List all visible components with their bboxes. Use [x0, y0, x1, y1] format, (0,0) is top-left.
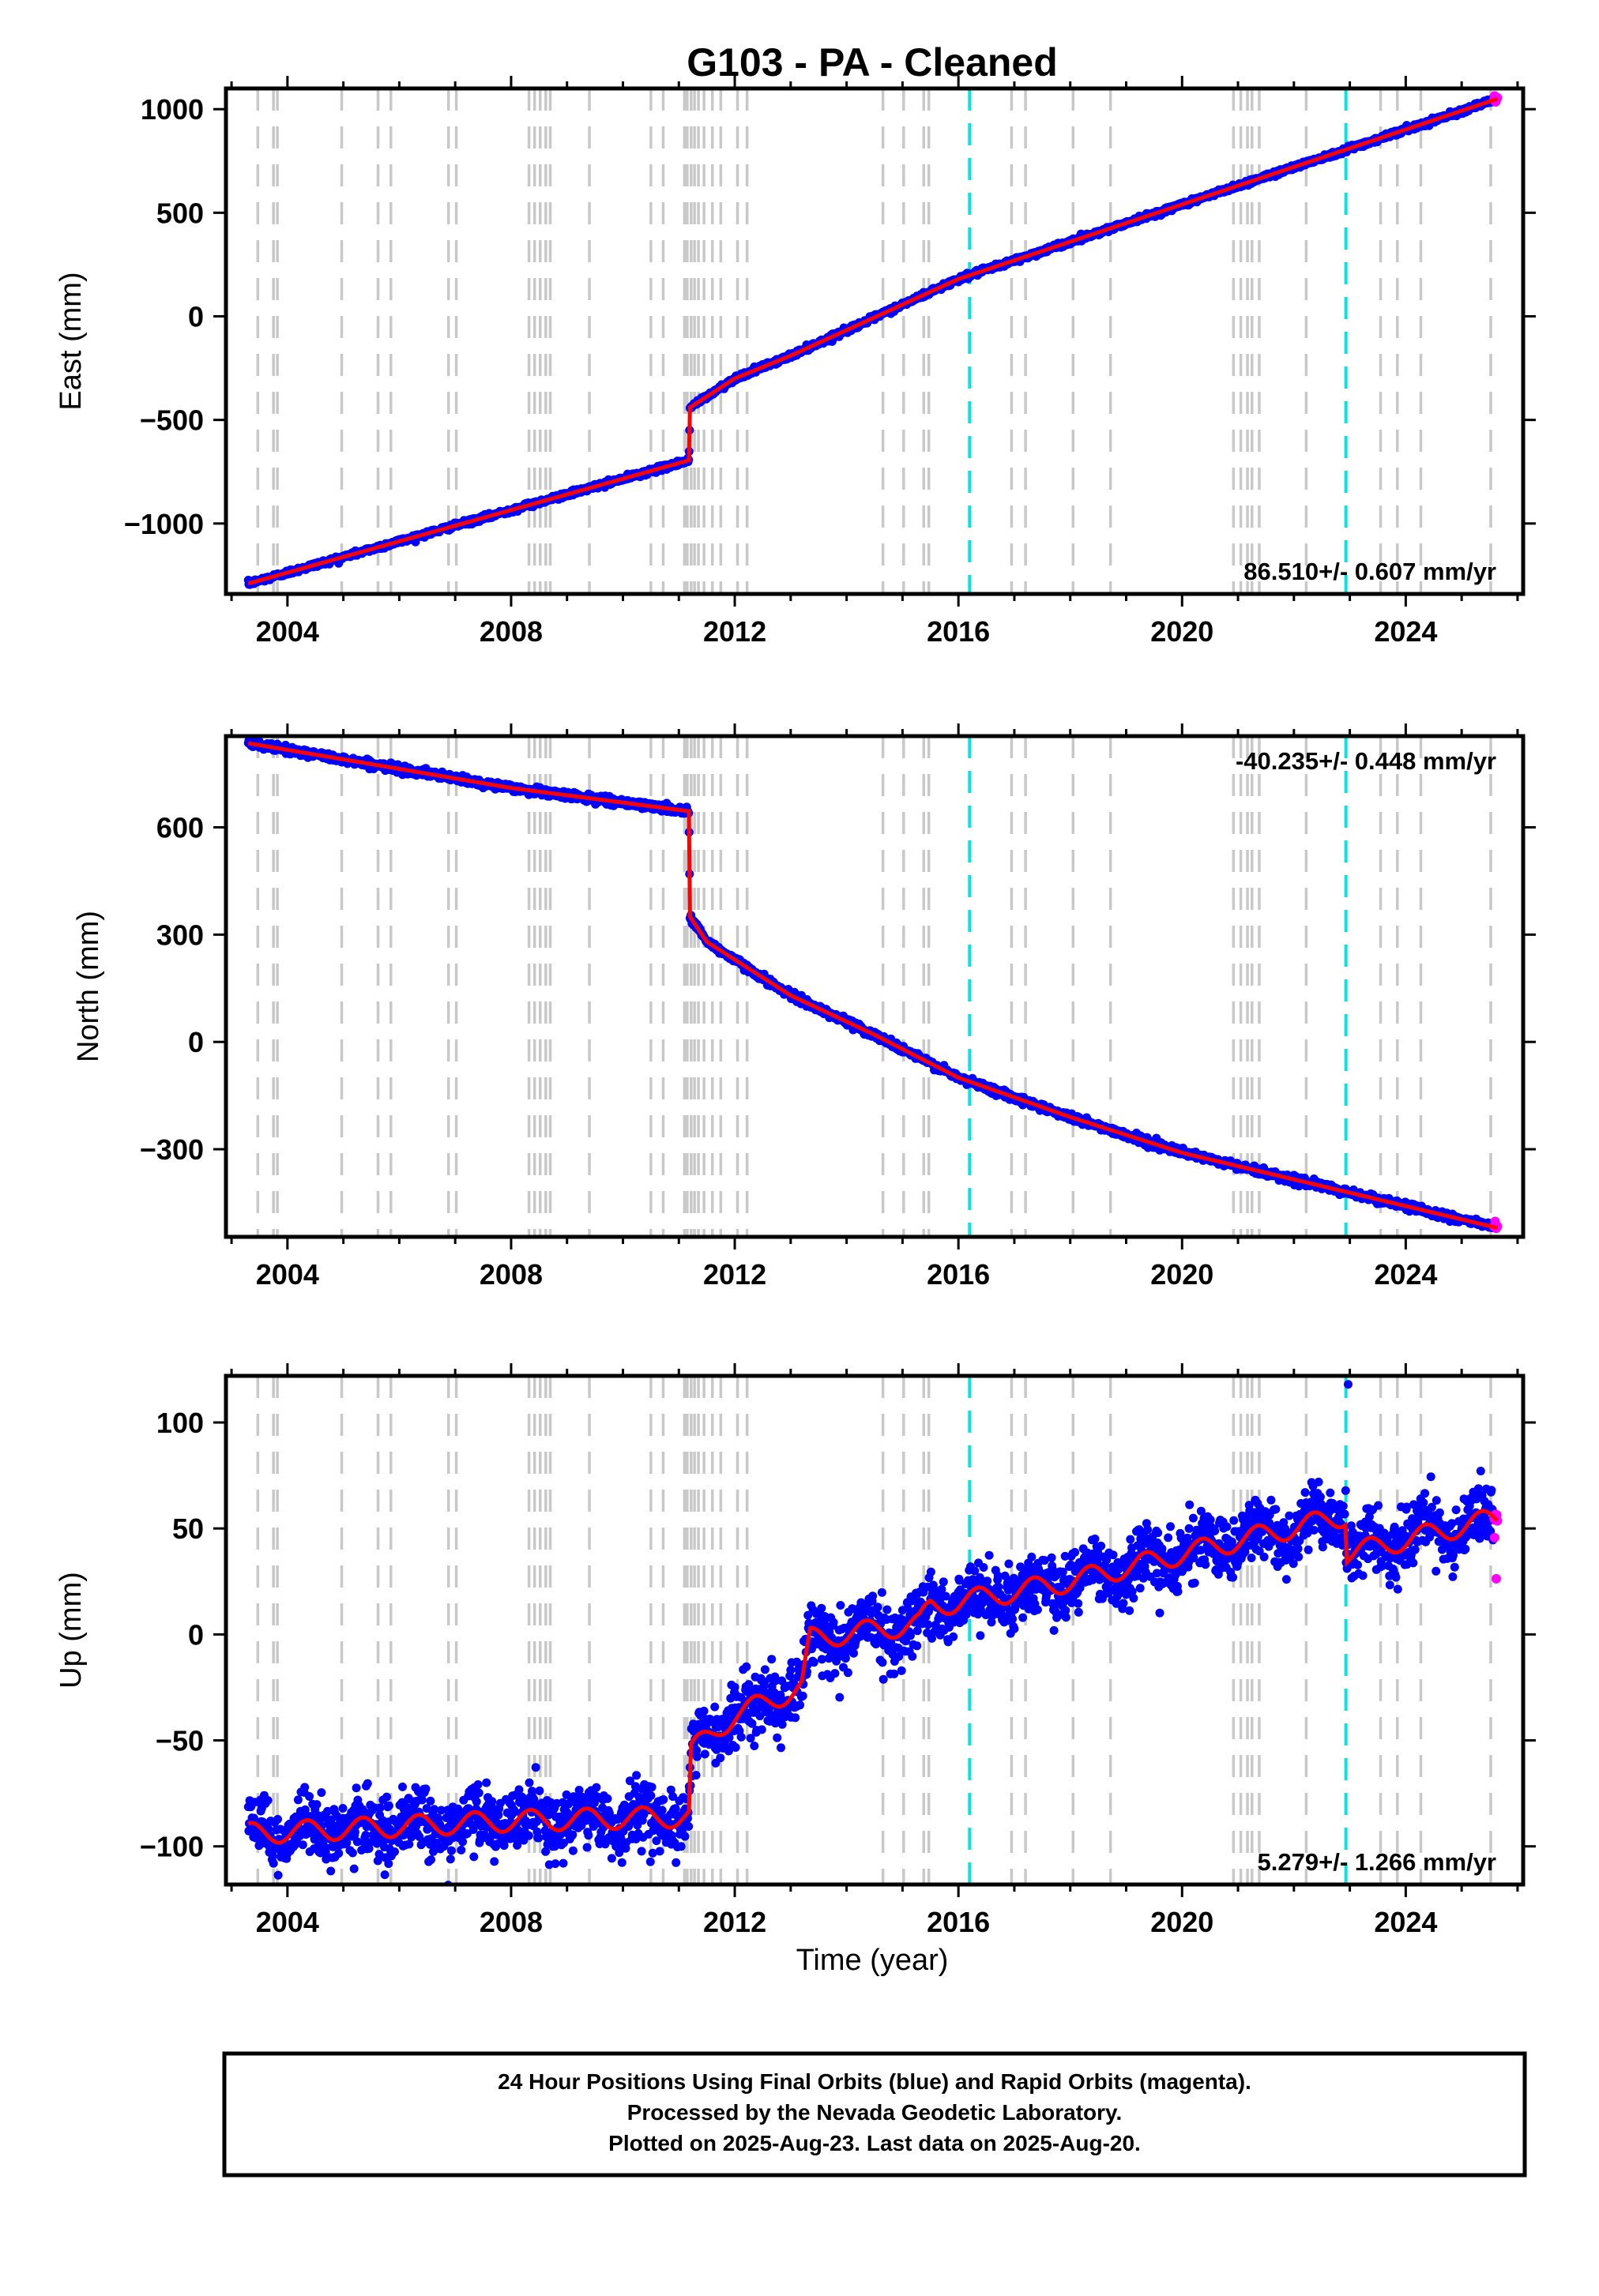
x-tick-label: 2016: [927, 615, 990, 648]
y-tick-label: 1000: [141, 93, 204, 126]
y-tick-label: 0: [188, 301, 204, 333]
panels: −1000 −500 0 500 1000 2004 2008 2012 2016 2020 202…: [55, 76, 1536, 1938]
final-orbit-points: [244, 735, 1497, 1232]
x-tick-label: 2012: [703, 615, 766, 648]
y-tick-label: −1000: [124, 508, 204, 540]
y-tick-label: −500: [140, 404, 204, 437]
x-tick-label: 2008: [480, 615, 543, 648]
rate-label: 86.510+/- 0.607 mm/yr: [1243, 558, 1496, 585]
model-line: [248, 99, 1497, 584]
panel-east: −1000 −500 0 500 1000 2004 2008 2012 2016 2020 202…: [55, 76, 1536, 648]
event-lines: [258, 736, 1491, 1237]
x-tick-label: 2004: [256, 615, 319, 648]
plot-frame: [226, 88, 1523, 594]
final-orbit-points: [244, 95, 1497, 589]
y-tick-label: 500: [156, 197, 204, 229]
y-axis-label: East (mm): [55, 272, 88, 410]
x-tick-label: 2020: [1150, 615, 1213, 648]
x-tick-label: 2024: [1374, 615, 1437, 648]
chart-title: G103 - PA - Cleaned: [687, 40, 1058, 85]
